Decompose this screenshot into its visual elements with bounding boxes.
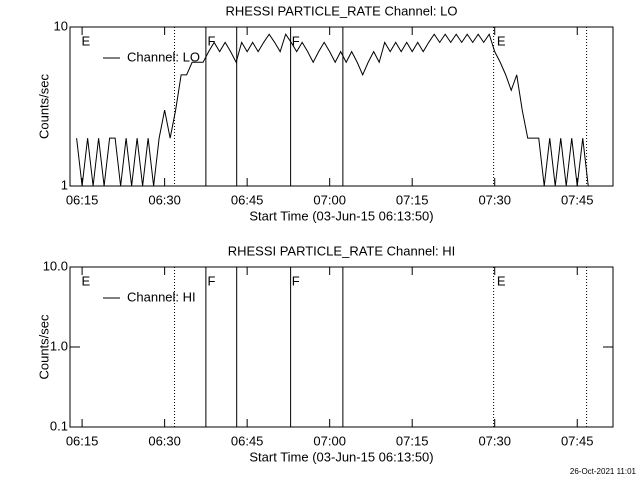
event-label: F (292, 273, 300, 288)
y-axis-label: Counts/sec (36, 314, 51, 380)
x-tick-label: 06:15 (66, 192, 99, 207)
plot-frame (69, 26, 614, 187)
x-tick-label: 07:30 (478, 433, 511, 448)
x-tick-label: 07:15 (396, 433, 429, 448)
legend-label: Channel: LO (127, 49, 200, 64)
event-label: E (497, 273, 506, 288)
legend-label: Channel: HI (127, 289, 196, 304)
x-tick-label: 06:15 (66, 433, 99, 448)
x-tick-label: 07:15 (396, 192, 429, 207)
event-label: F (208, 33, 216, 48)
x-tick-label: 06:45 (231, 192, 264, 207)
event-label: F (292, 33, 300, 48)
chart-title: RHESSI PARTICLE_RATE Channel: HI (228, 243, 456, 258)
x-tick-label: 07:45 (561, 192, 594, 207)
x-tick-label: 07:00 (313, 433, 346, 448)
event-label: F (208, 273, 216, 288)
y-tick-label: 10.0 (43, 258, 68, 273)
y-tick-label: 1.0 (50, 338, 68, 353)
y-axis-label: Counts/sec (36, 73, 51, 139)
footer: 26-Oct-2021 11:01 (570, 467, 637, 476)
y-tick-label: 0.1 (50, 418, 68, 433)
x-tick-label: 06:45 (231, 433, 264, 448)
x-tick-label: 06:30 (148, 433, 181, 448)
x-tick-label: 07:30 (478, 192, 511, 207)
x-axis-label: Start Time (03-Jun-15 06:13:50) (249, 449, 433, 464)
y-tick-label: 10 (54, 18, 68, 33)
x-axis-label: Start Time (03-Jun-15 06:13:50) (249, 208, 433, 223)
x-tick-label: 07:00 (313, 192, 346, 207)
chart-title: RHESSI PARTICLE_RATE Channel: LO (226, 3, 458, 18)
x-tick-label: 07:45 (561, 433, 594, 448)
event-label: E (497, 33, 506, 48)
event-label: E (82, 273, 91, 288)
x-tick-label: 06:30 (148, 192, 181, 207)
data-line (76, 33, 589, 187)
y-tick-label: 1 (61, 177, 68, 192)
event-label: E (82, 33, 91, 48)
